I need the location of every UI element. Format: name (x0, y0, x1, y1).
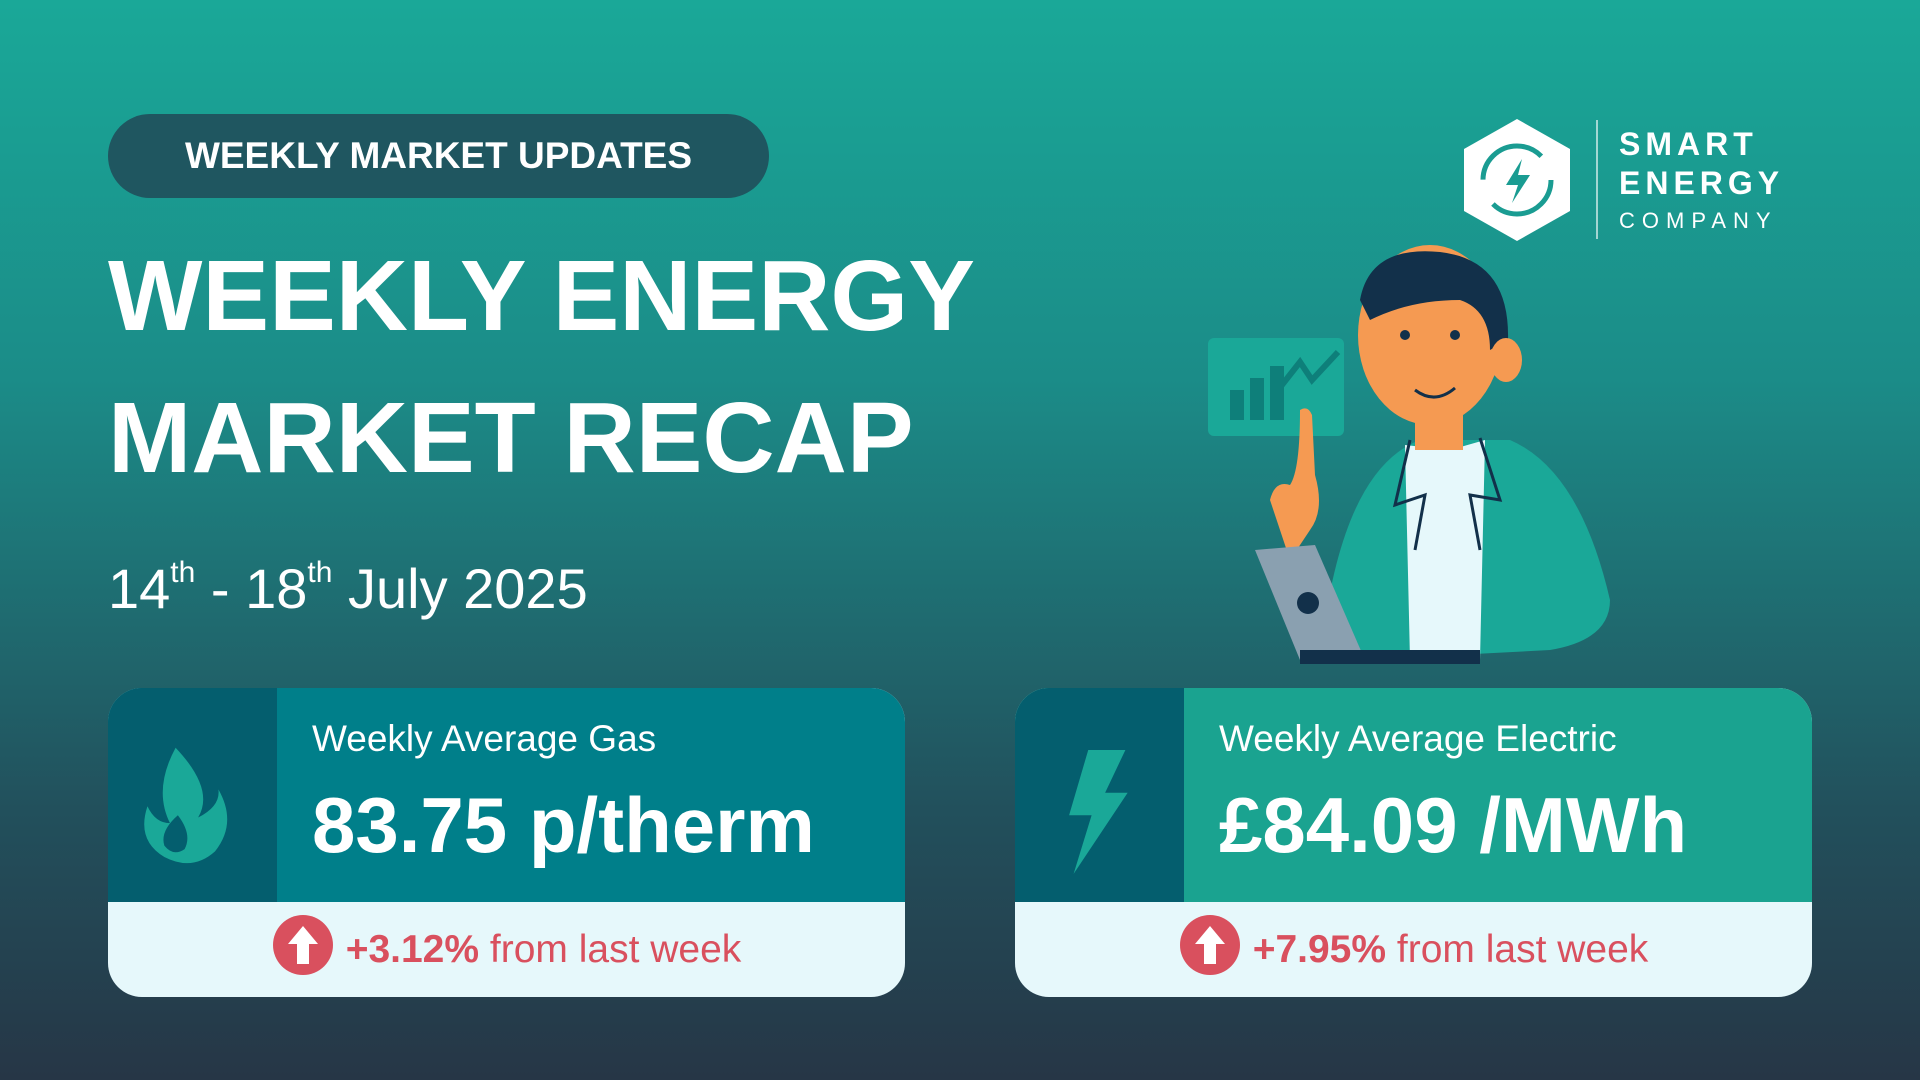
illustration (1208, 245, 1610, 664)
icon (144, 747, 228, 864)
date-day: 14 (108, 557, 171, 620)
stat-card: Weekly Average Electric £84.09 /MWh +7.95%… (1015, 688, 1812, 997)
date-suffix: th (170, 556, 196, 589)
logo-divider (1596, 120, 1598, 239)
change-row: +3.12% from last week (108, 902, 905, 997)
badge: WEEKLY MARKET UPDATES (108, 114, 769, 198)
date-suffix: th (307, 556, 333, 589)
card-value: £84.09 /MWh (1219, 781, 1688, 869)
date-day: 18 (245, 557, 308, 620)
change-text: +7.95% from last week (1253, 928, 1649, 972)
date-separator: - (210, 557, 230, 620)
change-caption: from last week (1396, 927, 1649, 971)
change-text: +3.12% from last week (346, 928, 742, 972)
logo-text: ENERGY (1619, 165, 1785, 201)
logo-mark (1464, 119, 1570, 241)
arrow-icon (1179, 914, 1240, 975)
card-label: Weekly Average Electric (1219, 718, 1617, 759)
change-value: +3.12% (345, 927, 480, 971)
up-arrow (272, 914, 334, 986)
change-value: +7.95% (1252, 927, 1387, 971)
logo-text: SMART (1619, 126, 1758, 162)
change-row: +7.95% from last week (1015, 902, 1812, 997)
card-value: 83.75 p/therm (312, 781, 815, 869)
title-line: WEEKLY ENERGY (108, 240, 975, 352)
card-label: Weekly Average Gas (312, 718, 657, 759)
badge-text: WEEKLY MARKET UPDATES (184, 135, 693, 176)
card-icon (1015, 688, 1184, 902)
arrow-icon (272, 914, 333, 975)
date-month-year: July 2025 (348, 557, 588, 620)
logo-text: COMPANY (1619, 208, 1778, 233)
change-caption: from last week (489, 927, 742, 971)
date: 14th - 18th July 2025 (108, 556, 588, 621)
card-icon (108, 688, 277, 902)
title-line: MARKET RECAP (108, 382, 914, 494)
icon (1069, 749, 1128, 874)
up-arrow (1179, 914, 1241, 986)
stat-card: Weekly Average Gas 83.75 p/therm +3.12% fr… (108, 688, 905, 997)
